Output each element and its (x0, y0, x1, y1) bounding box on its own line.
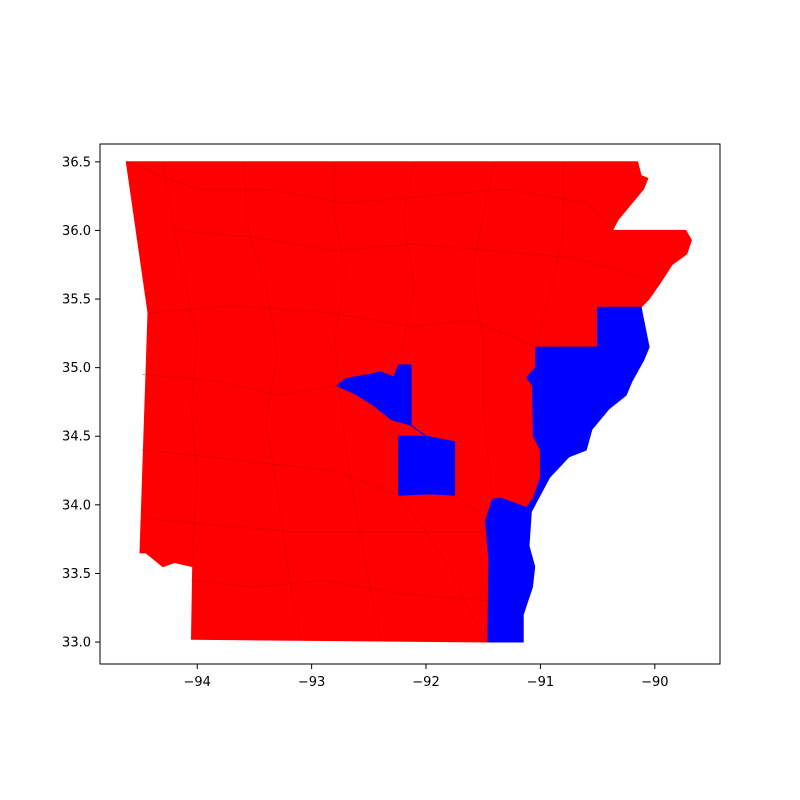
y-tick-label: 33.0 (62, 636, 91, 651)
county-boundary-1 (142, 374, 337, 396)
county-boundary-0 (147, 305, 536, 348)
axes-frame (99, 143, 721, 665)
county-boundary-2 (142, 449, 399, 496)
region-minority-2 (336, 364, 456, 496)
y-tick-label: 36.0 (62, 224, 91, 239)
county-boundary-10 (535, 161, 564, 348)
county-boundary-9 (471, 161, 495, 500)
y-tick-label: 34.5 (62, 430, 91, 445)
county-boundary-8 (398, 161, 416, 365)
x-tick-label: −92 (412, 675, 439, 690)
county-boundary-11 (126, 161, 613, 231)
y-tick-label: 34.0 (62, 498, 91, 513)
y-tick-label: 35.5 (62, 293, 91, 308)
y-tick-label: 35.0 (62, 361, 91, 376)
county-boundary-14 (454, 494, 490, 519)
x-tick-label: −94 (184, 675, 211, 690)
x-tick-label: −91 (527, 675, 554, 690)
county-boundary-12 (174, 230, 661, 283)
y-tick-label: 36.5 (62, 155, 91, 170)
county-boundary-7 (334, 161, 381, 640)
county-boundary-6 (242, 161, 301, 640)
x-tick-label: −90 (641, 675, 668, 690)
region-minority-1 (485, 306, 650, 643)
regions-layer (125, 161, 692, 643)
y-tick-label: 33.5 (62, 567, 91, 582)
x-axis: −94 −93 −92 −91 −90 (184, 664, 669, 690)
county-lines-layer (126, 161, 661, 643)
x-tick-label: −93 (298, 675, 325, 690)
y-axis: 33.0 33.5 34.0 34.5 35.0 35.5 36.0 36.5 (62, 155, 100, 651)
county-boundary-13 (398, 494, 489, 643)
county-boundary-3 (145, 518, 489, 533)
county-boundary-4 (191, 579, 488, 602)
